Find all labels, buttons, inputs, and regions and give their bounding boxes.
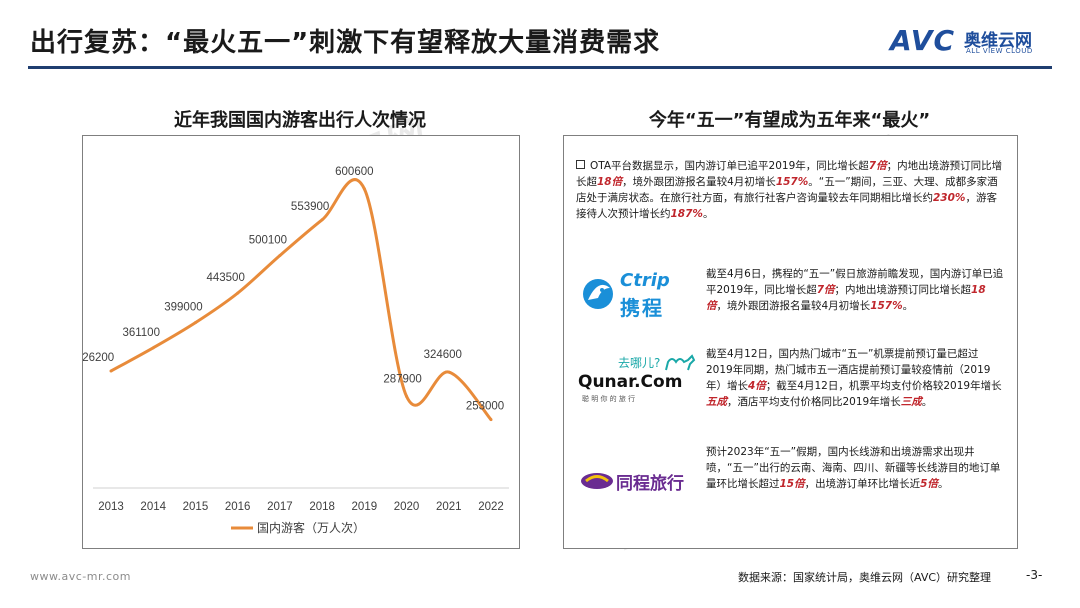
legend-label: 国内游客（万人次） (257, 520, 365, 535)
data-point (362, 187, 366, 191)
paragraph-text: 。 (902, 300, 914, 312)
tongcheng-cn-text: 同程旅行 (616, 474, 684, 494)
qunar-sub-text: 聪 明 你 的 旅 行 (582, 395, 636, 403)
x-tick-label: 2020 (394, 501, 420, 513)
page-number: -3- (1026, 568, 1043, 582)
x-tick-label: 2019 (352, 501, 378, 513)
qunar-logo: 去哪儿? Qunar.Com 聪 明 你 的 旅 行 (578, 352, 696, 412)
ctrip-logo: Ctrip 携程 (580, 270, 690, 320)
data-label: 253000 (466, 401, 504, 413)
x-tick-label: 2022 (478, 501, 504, 513)
paragraph-text: 预计2023年“五一”假期，国内长线游和出境游需求出现井喷，“五一”出行的云南、… (706, 446, 1001, 490)
qunar-paragraph: 截至4月12日，国内热门城市“五一”机票提前预订量已超过2019年同期，热门城市… (706, 346, 1004, 410)
data-label: 443500 (206, 272, 244, 284)
logo-cn-text: 奥维云网 (964, 31, 1032, 51)
x-tick-label: 2016 (225, 501, 251, 513)
paragraph-text: 。 (702, 208, 714, 220)
camel-icon (665, 354, 696, 371)
highlight-figure: 157% (775, 176, 809, 188)
data-label: 399000 (164, 302, 202, 314)
page-title: 出行复苏：“最火五一”刺激下有望释放大量消费需求 (30, 28, 661, 58)
data-label: 500100 (249, 235, 287, 247)
data-point (193, 321, 197, 325)
paragraph-text: OTA平台数据显示，国内游订单已追平2019年，同比增长超 (590, 160, 869, 172)
tongcheng-logo: 同程旅行 (580, 466, 700, 496)
paragraph-text: ；截至4月12日，机票平均支付价格较2019年增长 (765, 380, 1002, 392)
data-label: 361100 (122, 327, 160, 339)
tongcheng-mark-icon (581, 473, 613, 489)
x-tick-label: 2014 (140, 501, 166, 513)
paragraph-text: ，酒店平均支付价格同比2019年增长 (727, 396, 901, 408)
highlight-figure: 18倍 (706, 284, 986, 312)
line-chart: 326200 361100 399000 443500 500100 553900 6006… (83, 166, 509, 535)
qunar-top-text: 去哪儿? (618, 356, 661, 370)
ctrip-paragraph: 截至4月6日，携程的“五一”假日旅游前瞻发现，国内游订单已追平2019年，同比增… (706, 266, 1004, 314)
ctrip-en-text: Ctrip (620, 270, 670, 291)
left-panel-title: 近年我国国内游客出行人次情况 (174, 110, 426, 131)
x-tick-label: 2021 (436, 501, 462, 513)
paragraph-text: 。“五一”期间，三亚、大理、成都多家酒店处于满房状态。在旅行社方面，有旅行社客户… (576, 176, 998, 204)
ctrip-cn-text: 携程 (620, 296, 664, 320)
tongcheng-paragraph: 预计2023年“五一”假期，国内长线游和出境游需求出现井喷，“五一”出行的云南、… (706, 444, 1004, 492)
paragraph-text: 截至4月12日，国内热门城市“五一”机票提前预订量已超过2019年同期，热门城市… (706, 348, 991, 392)
paragraph-text: ，出境游订单环比增长近 (804, 478, 921, 490)
data-label: 600600 (335, 166, 373, 178)
paragraph-text: 。 (921, 396, 933, 408)
data-label: 326200 (83, 352, 114, 364)
highlight-figure: 15倍 (779, 478, 805, 490)
data-point (236, 291, 240, 295)
paragraph-text: ，游客接待人次预计增长约 (576, 192, 997, 220)
x-tick-label: 2018 (309, 501, 335, 513)
data-point (278, 254, 282, 258)
website-link[interactable]: www.avc-mr.com (30, 570, 131, 583)
highlight-figure: 187% (670, 208, 703, 220)
series-line (110, 178, 493, 421)
data-point (447, 370, 451, 374)
highlight-figure: 4倍 (748, 380, 766, 392)
highlight-figure: 7倍 (868, 160, 887, 172)
logo-en-text: ALL VIEW CLOUD (966, 47, 1033, 55)
data-label: 324600 (424, 349, 462, 361)
paragraph-text: ；内地出境游预订同比增长超 (576, 160, 1003, 188)
right-panel-title: 今年“五一”有望成为五年来“最火” (648, 110, 931, 131)
data-label: 287900 (383, 373, 421, 385)
avc-logo: AVC 奥维云网 ALL VIEW CLOUD (890, 22, 1050, 62)
x-tick-label: 2015 (183, 501, 209, 513)
highlight-figure: 157% (870, 300, 903, 312)
data-point (405, 394, 409, 398)
x-tick-label: 2013 (98, 501, 124, 513)
paragraph-text: ，境外跟团游报名量较4月初增长 (622, 176, 776, 188)
data-point (489, 418, 493, 422)
info-panel: OTA平台数据显示，国内游订单已追平2019年，同比增长超7倍；内地出境游预订同… (563, 135, 1018, 549)
square-bullet-icon (576, 160, 585, 169)
highlight-figure: 三成 (900, 396, 922, 408)
paragraph-text: 。 (937, 478, 949, 490)
data-point (320, 218, 324, 222)
highlight-figure: 5倍 (920, 478, 938, 490)
paragraph-text: ；内地出境游预订同比增长超 (834, 284, 972, 296)
title-divider (28, 66, 1052, 69)
paragraph-text: ，境外跟团游报名量较4月初增长 (716, 300, 871, 312)
qunar-en-text: Qunar.Com (578, 372, 683, 392)
data-source: 数据来源：国家统计局，奥维云网（AVC）研究整理 (738, 571, 992, 584)
x-tick-label: 2017 (267, 501, 293, 513)
data-point (109, 369, 113, 373)
paragraph-text: 截至4月6日，携程的“五一”假日旅游前瞻发现，国内游订单已追平2019年，同比增… (706, 268, 1004, 296)
data-label: 553900 (291, 201, 329, 213)
highlight-figure: 18倍 (597, 176, 623, 188)
line-chart-panel: 326200 361100 399000 443500 500100 553900 6006… (82, 135, 520, 549)
dolphin-icon (583, 279, 613, 309)
highlight-figure: 五成 (706, 396, 727, 408)
highlight-figure: 7倍 (816, 284, 835, 296)
highlight-figure: 230% (933, 192, 966, 204)
data-point (151, 346, 155, 350)
logo-avc-text: AVC (890, 24, 955, 57)
ota-paragraph: OTA平台数据显示，国内游订单已追平2019年，同比增长超7倍；内地出境游预订同… (576, 158, 1004, 222)
